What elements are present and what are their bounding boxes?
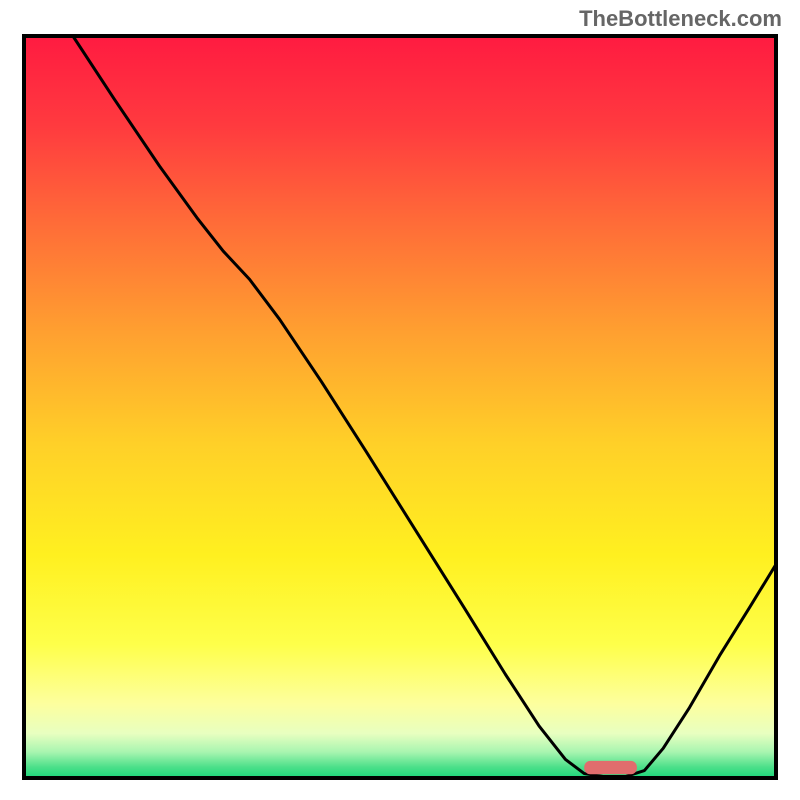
- plot-area: [22, 34, 778, 780]
- optimal-marker: [584, 761, 637, 774]
- chart-container: TheBottleneck.com: [0, 0, 800, 800]
- gradient-background: [24, 36, 776, 778]
- watermark-text: TheBottleneck.com: [579, 6, 782, 32]
- chart-svg: [22, 34, 778, 780]
